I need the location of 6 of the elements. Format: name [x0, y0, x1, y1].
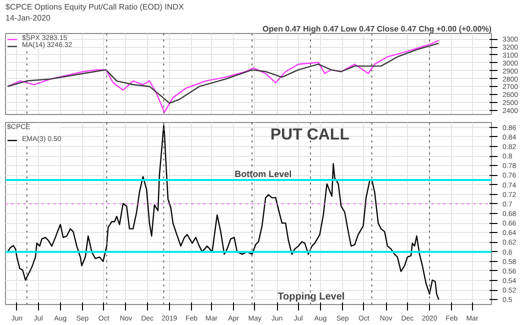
- chart-subtitle: 14-Jan-2020: [6, 14, 51, 22]
- chart-title: $CPCE Options Equity Put/Call Ratio (EOD) INDX: [6, 2, 184, 12]
- annotation: Topping Level: [278, 292, 345, 303]
- text: Open 0.47 High 0.47 Low 0.47 Close 0.47 Chg +0.00 (+0.00%): [262, 24, 492, 34]
- annotation: PUT CALL: [270, 126, 350, 144]
- ref-line-label: Bottom Level: [234, 168, 292, 179]
